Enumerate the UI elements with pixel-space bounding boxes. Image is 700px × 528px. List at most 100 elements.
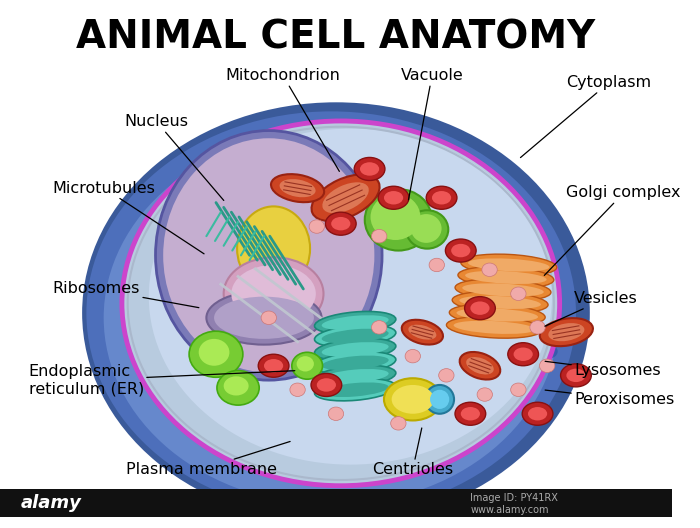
Ellipse shape: [189, 331, 243, 378]
Ellipse shape: [266, 442, 291, 462]
Ellipse shape: [449, 304, 545, 326]
Ellipse shape: [297, 356, 314, 372]
Text: Microtubules: Microtubules: [52, 181, 204, 254]
Ellipse shape: [328, 407, 344, 420]
Ellipse shape: [312, 175, 379, 221]
Ellipse shape: [292, 352, 323, 379]
Ellipse shape: [149, 129, 552, 465]
Text: Endoplasmic
reticulum (ER): Endoplasmic reticulum (ER): [29, 364, 295, 397]
Ellipse shape: [279, 179, 316, 197]
Ellipse shape: [566, 369, 586, 382]
Ellipse shape: [455, 279, 551, 301]
Ellipse shape: [405, 350, 421, 363]
Ellipse shape: [214, 297, 314, 339]
Ellipse shape: [458, 267, 554, 288]
Ellipse shape: [426, 186, 457, 209]
Ellipse shape: [211, 416, 230, 431]
Ellipse shape: [528, 407, 547, 420]
Text: Ribosomes: Ribosomes: [52, 281, 199, 308]
Ellipse shape: [391, 417, 406, 430]
Ellipse shape: [322, 315, 388, 330]
Ellipse shape: [432, 435, 452, 450]
Text: Nucleus: Nucleus: [125, 115, 224, 201]
Ellipse shape: [511, 383, 526, 397]
Ellipse shape: [370, 194, 421, 240]
Ellipse shape: [445, 239, 476, 262]
Text: Golgi complex: Golgi complex: [545, 185, 681, 276]
Ellipse shape: [176, 376, 199, 393]
Text: Centrioles: Centrioles: [372, 428, 454, 477]
Ellipse shape: [314, 365, 396, 388]
Text: Mitochondrion: Mitochondrion: [225, 68, 341, 172]
Ellipse shape: [425, 385, 454, 414]
Ellipse shape: [537, 344, 558, 359]
Ellipse shape: [465, 271, 547, 284]
Ellipse shape: [261, 311, 277, 325]
Ellipse shape: [496, 394, 522, 414]
Text: alamy: alamy: [21, 494, 82, 512]
Ellipse shape: [540, 359, 555, 372]
Text: Vacuole: Vacuole: [400, 68, 463, 200]
Ellipse shape: [264, 359, 284, 372]
Ellipse shape: [314, 338, 396, 361]
Ellipse shape: [378, 186, 409, 209]
Ellipse shape: [217, 371, 259, 405]
Ellipse shape: [461, 407, 480, 420]
Ellipse shape: [155, 130, 382, 380]
Ellipse shape: [384, 378, 442, 420]
Text: Lysosomes: Lysosomes: [545, 361, 661, 378]
Ellipse shape: [465, 297, 496, 319]
Ellipse shape: [314, 352, 396, 374]
Ellipse shape: [477, 388, 492, 401]
Ellipse shape: [432, 191, 452, 204]
Ellipse shape: [470, 301, 489, 315]
Ellipse shape: [452, 244, 470, 257]
Ellipse shape: [365, 189, 432, 251]
Ellipse shape: [322, 355, 388, 370]
Ellipse shape: [322, 182, 369, 213]
Text: Plasma membrane: Plasma membrane: [126, 441, 290, 477]
Ellipse shape: [237, 206, 310, 291]
Ellipse shape: [508, 343, 538, 366]
Ellipse shape: [455, 402, 486, 425]
Ellipse shape: [459, 296, 541, 309]
Text: Cytoplasm: Cytoplasm: [521, 75, 652, 157]
Ellipse shape: [411, 214, 442, 243]
Ellipse shape: [392, 385, 434, 414]
Ellipse shape: [314, 379, 396, 401]
Ellipse shape: [540, 318, 593, 346]
Ellipse shape: [322, 329, 388, 343]
Ellipse shape: [322, 369, 388, 384]
Ellipse shape: [199, 339, 230, 366]
Text: ANIMAL CELL ANATOMY: ANIMAL CELL ANATOMY: [76, 18, 596, 56]
Ellipse shape: [354, 157, 385, 181]
Ellipse shape: [314, 325, 396, 347]
Ellipse shape: [231, 265, 316, 323]
Text: Peroxisomes: Peroxisomes: [545, 390, 674, 407]
Ellipse shape: [122, 121, 559, 486]
Ellipse shape: [153, 330, 183, 353]
Ellipse shape: [408, 325, 436, 340]
Ellipse shape: [271, 174, 324, 202]
Ellipse shape: [317, 378, 336, 392]
Bar: [0, 488, 672, 517]
Ellipse shape: [322, 342, 388, 357]
Ellipse shape: [384, 191, 403, 204]
Ellipse shape: [468, 258, 550, 271]
Ellipse shape: [146, 293, 161, 304]
Ellipse shape: [311, 373, 342, 397]
Ellipse shape: [460, 352, 500, 380]
Ellipse shape: [322, 382, 388, 397]
Ellipse shape: [439, 369, 454, 382]
Text: www.alamy.com: www.alamy.com: [470, 505, 549, 515]
Ellipse shape: [206, 291, 321, 345]
Ellipse shape: [561, 364, 592, 387]
Ellipse shape: [86, 111, 576, 515]
Ellipse shape: [402, 320, 443, 345]
Ellipse shape: [372, 320, 387, 334]
Ellipse shape: [314, 312, 396, 334]
Ellipse shape: [326, 212, 356, 235]
Ellipse shape: [183, 287, 201, 300]
Ellipse shape: [224, 257, 323, 330]
Ellipse shape: [290, 383, 305, 397]
